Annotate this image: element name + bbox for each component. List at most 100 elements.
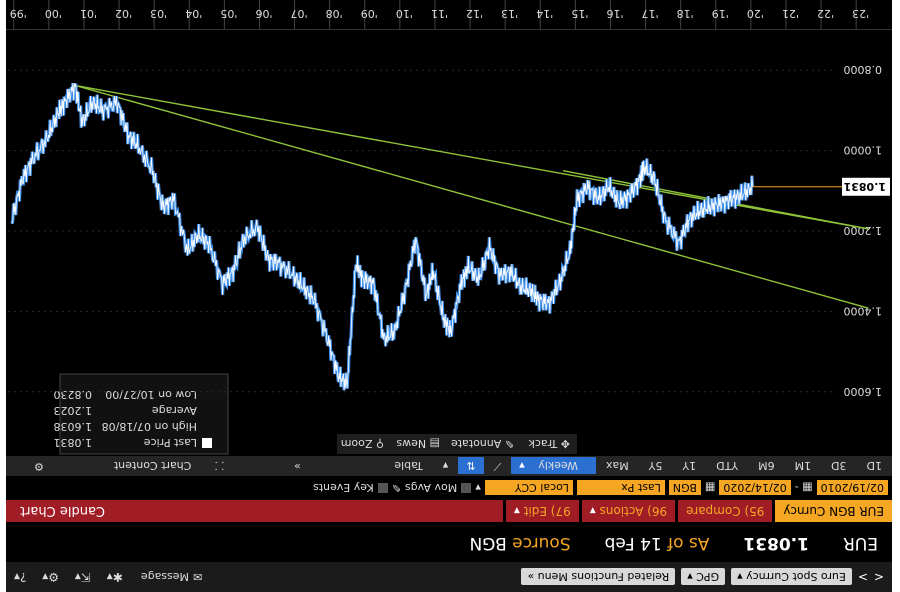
source-value: BGN (469, 533, 507, 553)
start-date-input[interactable]: 02/19/2010 (816, 480, 888, 496)
edit-label: 97) Edit (523, 504, 571, 518)
date-range-bar: 02/19/2010 ▦ - 02/14/2020 ▦ BGN Last Px … (6, 478, 892, 498)
legend-last-value: 1.0831 (54, 436, 93, 449)
actions-label: 96) Actions (599, 504, 668, 518)
x-tick-label: '99 (10, 7, 27, 20)
function-toolbar: < > Euro Spot Currncy ▾ GPC ▾ Related Fu… (6, 562, 892, 592)
calendar-icon[interactable]: ▦ (704, 481, 716, 495)
frequency-label: Weekly (538, 459, 578, 473)
field-select[interactable]: Last Px (576, 480, 665, 496)
legend: Last Price 1.0831 High on 07/18/08 1.603… (54, 373, 229, 455)
chart-content-icon: ⸬ (214, 459, 224, 473)
range-3d[interactable]: 3D (831, 459, 847, 473)
x-tick-label: '23 (852, 7, 869, 20)
y-tick-label: 0.8000 (844, 63, 883, 76)
gear-icon[interactable]: ⚙▾ (42, 570, 60, 584)
end-date-input[interactable]: 02/14/2020 (719, 480, 791, 496)
edit-button[interactable]: 97) Edit ▾ (505, 500, 579, 522)
nav-forward-button[interactable]: > (857, 570, 868, 584)
range-right: » ⸬ Chart Content ⚙ (6, 459, 321, 474)
range-ytd[interactable]: YTD (716, 459, 739, 473)
checkbox-icon (377, 483, 388, 493)
dropdown-icon[interactable]: ▾ (475, 481, 481, 495)
price-series (10, 83, 755, 391)
source-group: Source BGN (470, 533, 571, 553)
range-1d[interactable]: 1D (866, 459, 882, 473)
range-5y[interactable]: 5Y (648, 459, 663, 473)
y-tick-label: 1.2000 (844, 224, 883, 237)
envelope-icon: ✉ (193, 570, 203, 584)
message-button[interactable]: ✉ Message (141, 571, 202, 584)
compare-label: 95) Compare (686, 504, 765, 518)
frequency-select[interactable]: Weekly ▾ (511, 457, 596, 475)
gpc-menu-button[interactable]: GPC ▾ (681, 568, 726, 586)
y-tick-label: 1.4000 (844, 304, 883, 317)
related-functions-button[interactable]: Related Functions Menu » (521, 568, 676, 586)
legend-box (59, 373, 229, 455)
x-tick-label: '17 (642, 7, 659, 20)
dropdown-icon[interactable]: ▾ (442, 459, 449, 473)
actions-button[interactable]: 96) Actions ▾ (581, 500, 676, 522)
quote-header: EUR 1.0831 As of 14 Feb Source BGN (6, 524, 892, 562)
security-field[interactable]: EUR BGN Curncy (775, 500, 892, 522)
ticker: EUR (843, 533, 878, 553)
y-tick-label: 1.0000 (844, 144, 883, 157)
chart-style-icon[interactable]: ⟋ (493, 460, 502, 473)
compare-button[interactable]: 95) Compare (678, 500, 773, 522)
legend-high-value: 1.6038 (54, 420, 93, 433)
x-tick-label: '04 (185, 7, 202, 20)
x-tick-label: '01 (80, 7, 97, 20)
y-tick-label: 1.6000 (844, 385, 883, 398)
x-tick-label: '08 (326, 7, 343, 20)
track-button[interactable]: ✥ Track (528, 437, 570, 450)
x-tick-label: '10 (396, 7, 413, 20)
x-tick-label: '15 (571, 7, 588, 20)
table-button[interactable]: Table (394, 459, 423, 473)
legend-high-label: High on 07/18/08 (102, 420, 197, 433)
zoom-button[interactable]: ⚲ Zoom (341, 437, 384, 450)
gear-icon[interactable]: ⚙ (34, 460, 44, 474)
x-tick-label: '22 (817, 7, 834, 20)
collapse-icon[interactable]: » (293, 460, 301, 474)
annotate-button[interactable]: ✎ Annotate (451, 437, 514, 450)
tools-icon[interactable]: ⇅ (458, 457, 484, 475)
range-bar: 1D 3D 1M 6M YTD 1Y 5Y Max Weekly ▾ ⟋ ⇅ ▾… (6, 456, 892, 476)
mov-avgs-checkbox[interactable]: Mov Avgs ✎ (392, 482, 472, 495)
key-events-checkbox[interactable]: Key Events (313, 482, 388, 495)
command-bar: EUR BGN Curncy 95) Compare 96) Actions ▾… (6, 500, 892, 522)
pin-icon[interactable]: ✱▾ (106, 570, 123, 584)
x-axis: '99 '00 '01 '02 '03 '04 '05 '06 '07 '08 '09 '10 '11 '… (6, 0, 892, 30)
price-line (11, 83, 753, 391)
asof-label: As of (667, 533, 710, 553)
calendar-icon[interactable]: ▦ - (794, 481, 813, 495)
help-icon[interactable]: ?▾ (14, 570, 27, 584)
chart-type-title: Candle Chart (6, 500, 503, 522)
last-price-tag-label: 1.0831 (844, 180, 886, 193)
x-tick-label: '11 (431, 7, 448, 20)
legend-low-value: 0.8230 (54, 388, 93, 401)
currency-menu-button[interactable]: Euro Spot Currncy ▾ (731, 568, 852, 586)
checkbox-icon (461, 483, 472, 493)
range-max[interactable]: Max (605, 459, 629, 473)
x-tick-label: '05 (220, 7, 237, 20)
nav-back-button[interactable]: < (873, 570, 884, 584)
ccy-select[interactable]: Local CCY (484, 480, 573, 496)
range-6m[interactable]: 6M (758, 459, 775, 473)
chart-content-label: Chart Content (113, 459, 192, 473)
source-input[interactable]: BGN (668, 480, 701, 496)
x-tick-label: '12 (466, 7, 483, 20)
trendline (75, 84, 869, 230)
tools-bg (337, 434, 577, 454)
news-button[interactable]: ▤ News (396, 437, 440, 450)
source-label: Source (512, 533, 571, 553)
bloomberg-terminal: < > Euro Spot Currncy ▾ GPC ▾ Related Fu… (6, 0, 892, 592)
range-1y[interactable]: 1Y (682, 459, 697, 473)
legend-low-label: Low on 10/27/00 (105, 388, 197, 401)
export-icon[interactable]: ⇱▾ (74, 570, 91, 584)
mov-avgs-label: Mov Avgs (404, 481, 458, 495)
range-1m[interactable]: 1M (794, 459, 812, 473)
price-line-shadow (10, 83, 755, 391)
last-price-swatch (202, 438, 212, 448)
price-chart: ✥ Track ✎ Annotate ▤ News ⚲ Zoom Last Pr… (6, 63, 890, 455)
chart-content-button[interactable]: ⸬ Chart Content (94, 459, 244, 474)
